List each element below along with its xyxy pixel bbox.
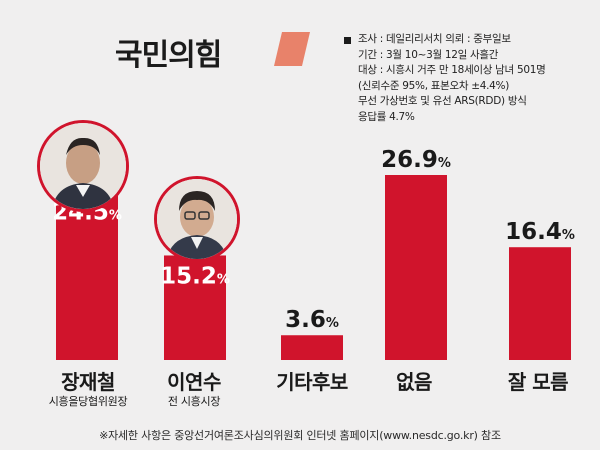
category-label: 잘 모름 [507,370,569,394]
category-label: 이연수 [167,370,221,394]
info-line: 무선 가상번호 및 유선 ARS(RDD) 방식 [358,95,527,107]
candidate-photo-jang [37,120,129,212]
bar-기타후보 [281,335,343,360]
data-label: 16.4% [505,219,575,245]
info-line: 대상 : 시흥시 거주 만 18세이상 남녀 501명 [358,64,546,76]
accent-mark-icon [274,32,310,66]
info-line: (신뢰수준 95%, 표본오차 ±4.4%) [358,79,510,92]
info-line: 기간 : 3월 10~3월 12일 사흘간 [358,48,499,61]
bar-잘 모름 [509,247,571,360]
person-icon [157,179,237,259]
category-label: 장재철 [61,370,115,394]
person-icon [40,123,126,209]
info-line: 응답률 4.7% [358,110,415,123]
category-subtitle: 시흥을당협위원장 [48,395,128,408]
data-label: 15.2% [160,263,230,289]
footnote: ※자세한 사항은 중앙선거여론조사심의위원회 인터넷 홈페이지(www.nesd… [99,429,501,442]
info-bullet-icon [344,37,351,44]
data-label: 26.9% [381,147,451,173]
bar-이연수 [164,255,226,360]
category-subtitle: 전 시흥시장 [167,395,221,408]
bar-장재철 [56,191,118,360]
category-label: 기타후보 [276,370,348,394]
candidate-photo-lee [154,176,240,262]
category-label: 없음 [396,370,432,394]
bar-없음 [385,175,447,360]
info-line: 조사 : 데일리리서치 의뢰 : 중부일보 [358,33,511,45]
chart-title: 국민의힘 [115,38,222,73]
data-label: 3.6% [285,307,339,333]
